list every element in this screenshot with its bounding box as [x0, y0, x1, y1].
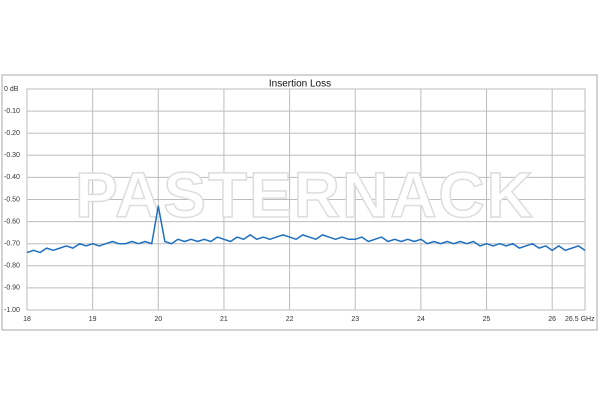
y-tick-label: -0.80	[4, 263, 20, 270]
x-tick-label: 22	[286, 316, 294, 323]
x-tick-label: 24	[417, 316, 425, 323]
x-tick-label: 21	[220, 316, 228, 323]
watermark: PASTERNACK	[75, 159, 535, 231]
x-tick-label: 23	[351, 316, 359, 323]
x-tick-label: 26.5 GHz	[565, 316, 595, 323]
x-tick-label: 19	[89, 316, 97, 323]
x-tick-label: 20	[154, 316, 162, 323]
y-tick-label: -0.60	[4, 218, 20, 225]
y-tick-label: 0 dB	[4, 86, 19, 93]
y-tick-label: -1.00	[4, 307, 20, 314]
y-tick-label: -0.10	[4, 108, 20, 115]
y-tick-label: -0.50	[4, 196, 20, 203]
y-tick-label: -0.70	[4, 241, 20, 248]
y-tick-label: -0.30	[4, 152, 20, 159]
x-tick-label: 25	[483, 316, 491, 323]
chart-title: Insertion Loss	[269, 79, 331, 90]
y-tick-label: -0.40	[4, 174, 20, 181]
y-tick-label: -0.20	[4, 130, 20, 137]
y-tick-label: -0.90	[4, 285, 20, 292]
x-tick-label: 18	[23, 316, 31, 323]
x-tick-label: 26	[548, 316, 556, 323]
data-line	[26, 205, 586, 254]
